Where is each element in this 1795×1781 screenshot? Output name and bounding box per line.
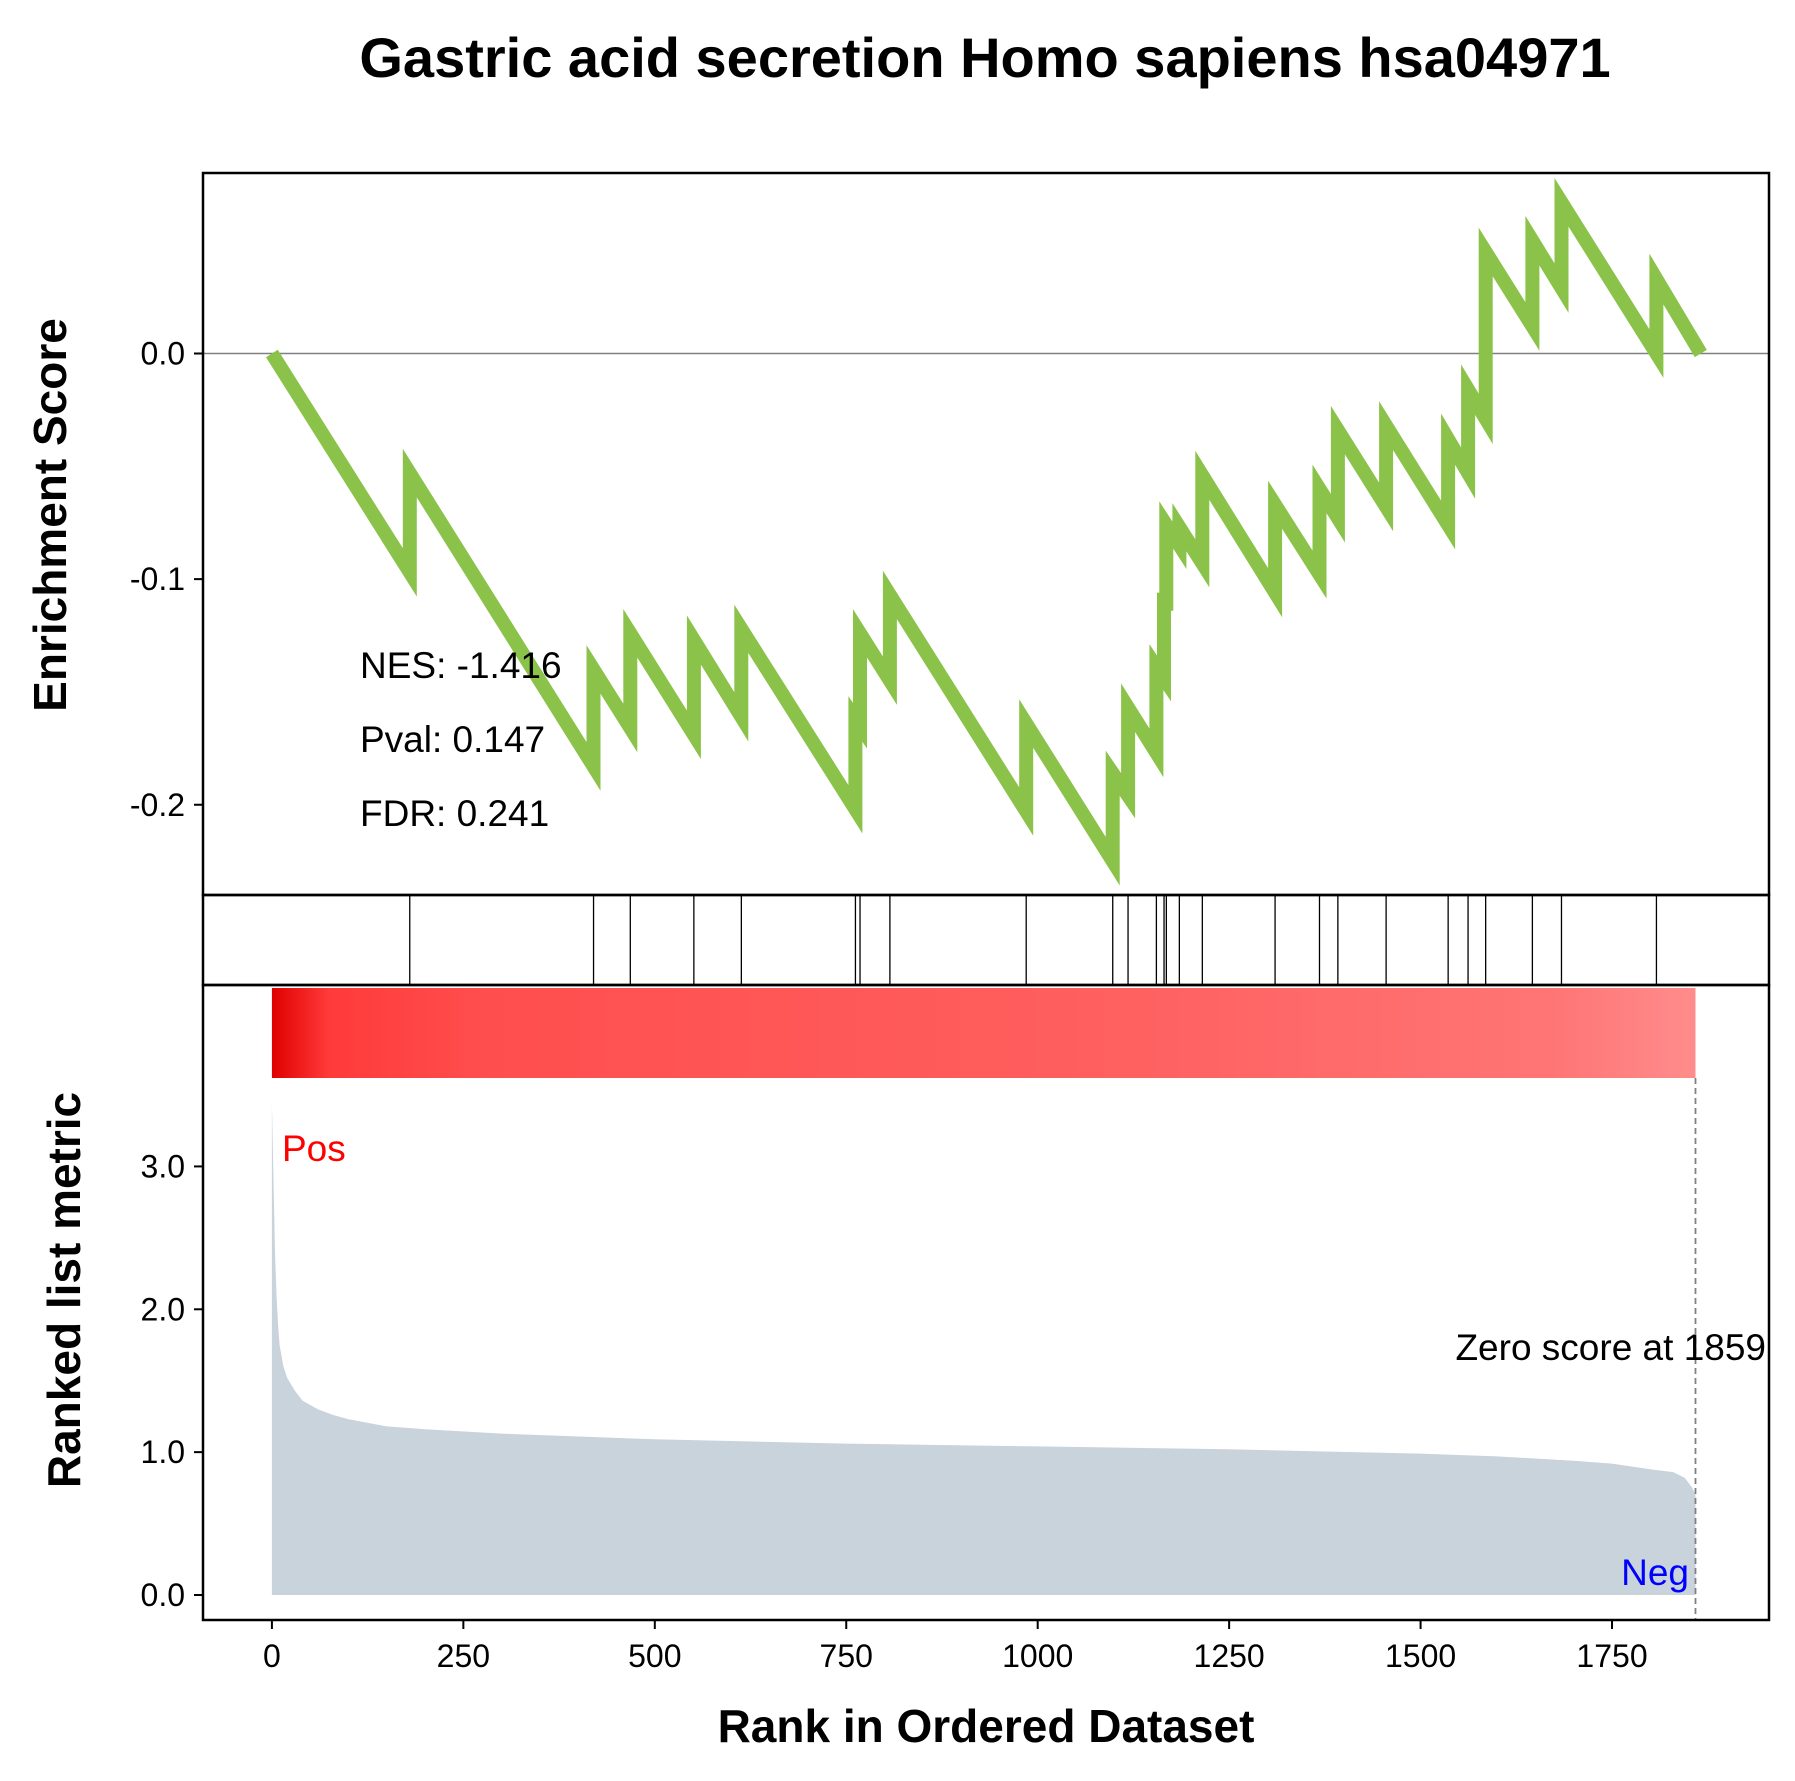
rm-y-tick-label: 3.0	[141, 1148, 185, 1184]
x-tick-label: 1750	[1576, 1638, 1647, 1674]
rm-y-tick-label: 0.0	[141, 1577, 185, 1613]
x-tick-label: 250	[437, 1638, 490, 1674]
rank-gradient-bar	[271, 988, 1696, 1078]
x-ticks: 0 250 500 750 1000 1250 1500 1750	[263, 1620, 1648, 1674]
x-axis-label: Rank in Ordered Dataset	[718, 1700, 1255, 1752]
pval-label: Pval: 0.147	[360, 719, 545, 760]
es-y-tick-label: -0.2	[130, 787, 185, 823]
x-tick-label: 1000	[1002, 1638, 1073, 1674]
nes-label: NES: -1.416	[360, 645, 562, 686]
rm-y-tick-label: 1.0	[141, 1434, 185, 1470]
es-y-tick-label: 0.0	[141, 336, 185, 372]
es-y-ticks: 0.0 -0.1 -0.2	[130, 336, 203, 823]
x-tick-label: 1250	[1194, 1638, 1265, 1674]
es-y-tick-label: -0.1	[130, 561, 185, 597]
rm-y-tick-label: 2.0	[141, 1291, 185, 1327]
es-line	[265, 177, 1707, 886]
hits-panel-frame	[201, 893, 1771, 987]
x-tick-label: 1500	[1385, 1638, 1456, 1674]
rm-y-axis-label: Ranked list metric	[38, 1092, 90, 1488]
enrichment-panel: NES: -1.416 Pval: 0.147 FDR: 0.241 0.0 -0…	[24, 171, 1771, 897]
rm-y-ticks: 0.0 1.0 2.0 3.0	[141, 1148, 203, 1613]
es-y-axis-label: Enrichment Score	[24, 318, 76, 712]
x-tick-label: 0	[263, 1638, 281, 1674]
neg-label: Neg	[1621, 1552, 1689, 1593]
pos-label: Pos	[282, 1128, 346, 1169]
metric-area	[271, 1102, 1696, 1595]
rm-panel-frame	[201, 983, 1771, 1622]
x-tick-label: 750	[820, 1638, 873, 1674]
chart-title: Gastric acid secretion Homo sapiens hsa0…	[359, 26, 1610, 89]
hit-lines	[409, 895, 1658, 985]
fdr-label: FDR: 0.241	[360, 793, 549, 834]
hits-panel	[201, 893, 1771, 987]
zero-score-label: Zero score at 1859	[1455, 1327, 1766, 1368]
ranked-metric-panel: Zero score at 1859 Pos Neg 0.01.02.03.0 …	[38, 983, 1771, 1752]
x-tick-label: 500	[628, 1638, 681, 1674]
